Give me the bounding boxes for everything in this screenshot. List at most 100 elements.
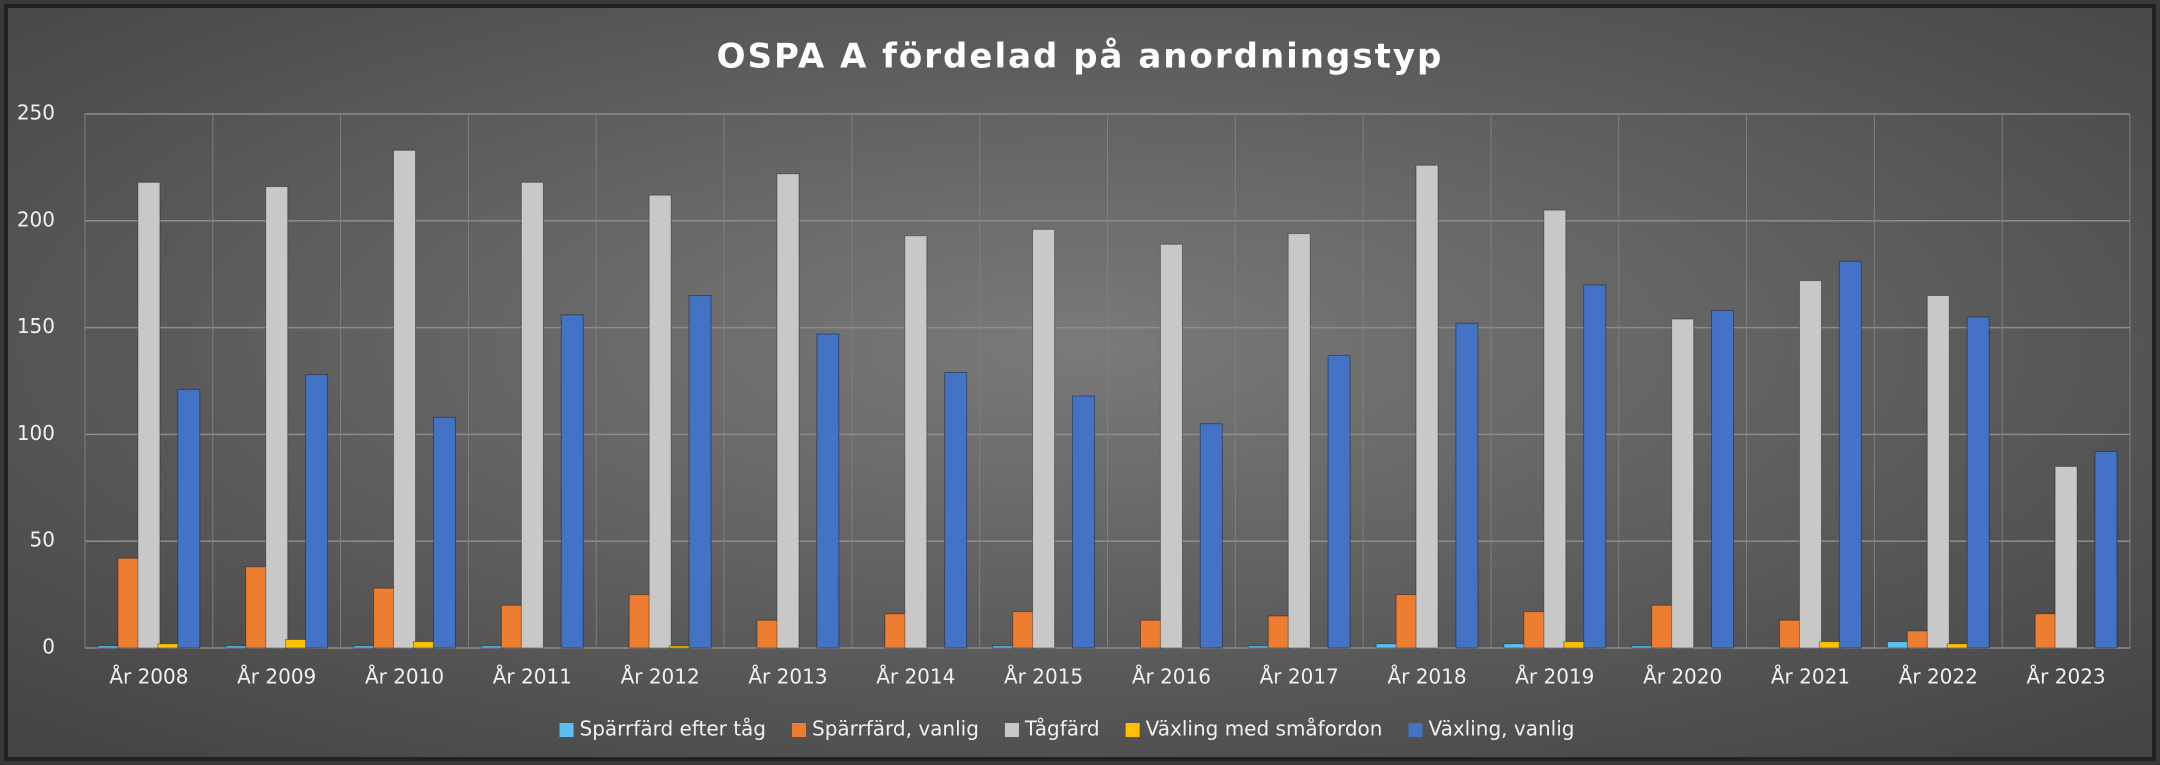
bar <box>1159 243 1183 649</box>
bar <box>432 416 456 649</box>
bar <box>117 557 141 649</box>
bar <box>688 295 712 649</box>
x-tick-label: År 2014 <box>876 665 955 689</box>
y-tick-label: 150 <box>17 314 55 338</box>
bar <box>245 566 269 649</box>
bar <box>1966 316 1990 649</box>
bar <box>225 645 249 649</box>
legend-marker <box>1004 723 1019 737</box>
bar <box>1267 615 1291 649</box>
bar <box>353 645 377 649</box>
bar <box>177 389 201 649</box>
x-tick-label: År 2015 <box>1004 665 1083 689</box>
legend-label: Växling med småfordon <box>1146 717 1383 741</box>
chart-title: OSPA A fördelad på anordningstyp <box>717 37 1444 77</box>
y-tick-label: 50 <box>30 528 55 552</box>
bar <box>628 594 652 649</box>
bar <box>904 235 928 649</box>
bar <box>1711 310 1735 649</box>
legend-label: Växling, vanlig <box>1428 717 1574 741</box>
y-tick-label: 250 <box>17 101 55 125</box>
bar <box>265 186 289 649</box>
bar <box>1946 643 1970 649</box>
bar <box>992 645 1016 649</box>
x-tick-label: År 2009 <box>237 665 316 689</box>
bar <box>1838 260 1862 649</box>
legend-marker <box>792 723 807 737</box>
bar <box>520 181 544 649</box>
x-tick-label: År 2013 <box>748 665 827 689</box>
bar <box>2054 465 2078 649</box>
bar <box>1631 645 1655 649</box>
bar <box>97 645 121 649</box>
bar <box>393 149 417 649</box>
x-tick-label: År 2011 <box>493 665 572 689</box>
bar <box>1886 641 1910 649</box>
bar <box>157 643 181 649</box>
bar <box>1926 295 1950 649</box>
bar <box>373 587 397 649</box>
bar <box>1012 611 1036 649</box>
bar <box>1247 645 1271 649</box>
legend-marker <box>1125 723 1140 737</box>
bar <box>2034 613 2058 649</box>
bar <box>1779 619 1803 649</box>
y-tick-label: 0 <box>42 635 55 659</box>
x-tick-label: År 2021 <box>1771 665 1850 689</box>
bar <box>884 613 908 649</box>
bar <box>944 371 968 649</box>
bar <box>1139 619 1163 649</box>
bar <box>412 641 436 649</box>
bar <box>1583 284 1607 649</box>
bar <box>1543 209 1567 649</box>
x-tick-label: År 2008 <box>109 665 188 689</box>
x-tick-label: År 2017 <box>1260 665 1339 689</box>
bar <box>500 604 524 649</box>
bar <box>1818 641 1842 649</box>
x-tick-label: År 2018 <box>1387 665 1466 689</box>
bar <box>1671 318 1695 649</box>
bar <box>137 181 161 649</box>
bar <box>480 645 504 649</box>
bar <box>1199 423 1223 649</box>
bar <box>305 374 329 649</box>
bar <box>1375 643 1399 649</box>
bar <box>756 619 780 649</box>
bar <box>1287 233 1311 649</box>
x-tick-label: År 2020 <box>1643 665 1722 689</box>
bar <box>1906 630 1930 649</box>
x-tick-label: År 2010 <box>365 665 444 689</box>
x-tick-label: År 2023 <box>2027 665 2106 689</box>
bar <box>1032 228 1056 649</box>
legend-label: Spärrfärd efter tåg <box>580 717 766 741</box>
x-tick-label: År 2022 <box>1899 665 1978 689</box>
x-tick-label: År 2012 <box>621 665 700 689</box>
bar <box>1455 322 1479 649</box>
bar <box>1798 280 1822 649</box>
bar <box>1651 604 1675 649</box>
legend-label: Tågfärd <box>1024 717 1100 741</box>
y-tick-label: 200 <box>17 207 55 231</box>
bar <box>1327 354 1351 649</box>
bar <box>1503 643 1527 649</box>
bar <box>1071 395 1095 649</box>
legend-marker <box>1408 723 1423 737</box>
legend-marker <box>559 723 574 737</box>
bar <box>560 314 584 649</box>
bar <box>285 638 309 649</box>
legend-label: Spärrfärd, vanlig <box>812 717 979 741</box>
bar <box>776 173 800 649</box>
y-tick-label: 100 <box>17 421 55 445</box>
bar <box>2094 450 2118 649</box>
bar <box>668 645 692 649</box>
bar <box>1395 594 1419 649</box>
bar <box>1523 611 1547 649</box>
x-tick-label: År 2019 <box>1515 665 1594 689</box>
bar <box>1563 641 1587 649</box>
bar <box>816 333 840 649</box>
x-tick-label: År 2016 <box>1132 665 1211 689</box>
bar <box>1415 164 1439 649</box>
bar <box>648 194 672 649</box>
